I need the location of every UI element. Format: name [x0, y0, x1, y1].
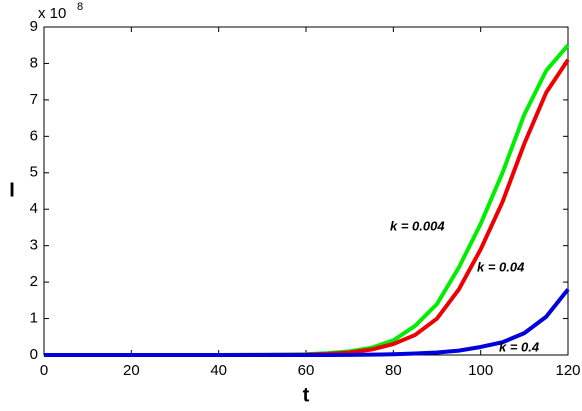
x-tick-label: 40 — [210, 362, 227, 379]
y-tick-label: 7 — [30, 91, 38, 108]
y-tick-label: 5 — [30, 164, 38, 181]
y-tick-label: 0 — [30, 346, 38, 363]
y-tick-label: 3 — [30, 237, 38, 254]
legend-label: k = 0.004 — [390, 218, 445, 233]
x-tick-label: 120 — [555, 362, 580, 379]
y-multiplier: x 10 — [38, 5, 66, 22]
x-axis-label: t — [303, 384, 310, 406]
y-exponent: 8 — [77, 1, 83, 13]
y-tick-label: 2 — [30, 273, 38, 290]
x-tick-label: 60 — [298, 362, 315, 379]
series-line — [44, 288, 570, 357]
y-tick-label: 8 — [30, 54, 38, 71]
y-tick-label: 1 — [30, 310, 38, 327]
y-tick-label: 9 — [30, 18, 38, 35]
y-axis-label: I — [9, 179, 15, 201]
legend-label: k = 0.04 — [477, 259, 525, 274]
x-tick-label: 0 — [40, 362, 48, 379]
legend-label: k = 0.4 — [499, 339, 540, 354]
x-tick-label: 80 — [385, 362, 402, 379]
x-tick-label: 20 — [123, 362, 140, 379]
y-tick-label: 4 — [30, 200, 38, 217]
x-tick-label: 100 — [468, 362, 493, 379]
y-tick-label: 6 — [30, 127, 38, 144]
